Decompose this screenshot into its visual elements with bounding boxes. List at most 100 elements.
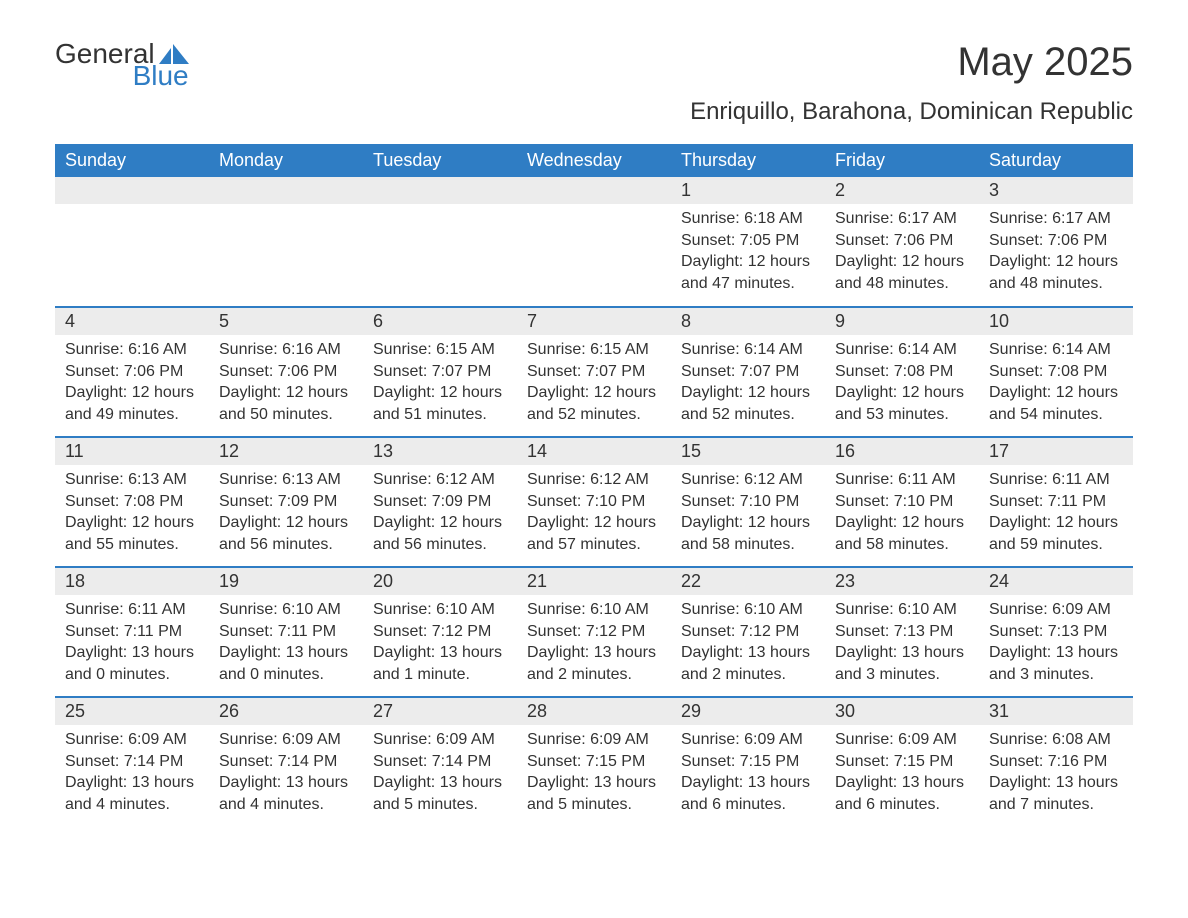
- daylight-line: Daylight: 12 hours and 56 minutes.: [219, 512, 353, 555]
- day-data: Sunrise: 6:18 AMSunset: 7:05 PMDaylight:…: [671, 204, 825, 304]
- calendar-table: SundayMondayTuesdayWednesdayThursdayFrid…: [55, 144, 1133, 827]
- day-number: 18: [55, 568, 209, 595]
- sunset-value: 7:11 PM: [1048, 493, 1106, 510]
- day-data: Sunrise: 6:08 AMSunset: 7:16 PMDaylight:…: [979, 725, 1133, 825]
- sunrise-value: 6:15 AM: [590, 341, 649, 358]
- daylight-label: Daylight:: [219, 514, 281, 531]
- sunrise-label: Sunrise:: [989, 341, 1048, 358]
- day-number: 12: [209, 438, 363, 465]
- day-number: 10: [979, 308, 1133, 335]
- day-number: 14: [517, 438, 671, 465]
- daylight-label: Daylight:: [989, 384, 1051, 401]
- sunrise-label: Sunrise:: [527, 601, 586, 618]
- calendar-cell: 29Sunrise: 6:09 AMSunset: 7:15 PMDayligh…: [671, 697, 825, 827]
- daylight-label: Daylight:: [65, 384, 127, 401]
- daylight-line: Daylight: 13 hours and 3 minutes.: [835, 642, 969, 685]
- weekday-header: Monday: [209, 144, 363, 177]
- sunrise-line: Sunrise: 6:15 AM: [527, 339, 661, 361]
- day-number: 30: [825, 698, 979, 725]
- sunset-label: Sunset:: [373, 623, 427, 640]
- sunset-line: Sunset: 7:08 PM: [835, 361, 969, 383]
- calendar-cell: 31Sunrise: 6:08 AMSunset: 7:16 PMDayligh…: [979, 697, 1133, 827]
- sunset-line: Sunset: 7:12 PM: [527, 621, 661, 643]
- sunrise-value: 6:14 AM: [1052, 341, 1111, 358]
- sunset-label: Sunset:: [835, 363, 889, 380]
- page-title: May 2025: [957, 40, 1133, 85]
- sunrise-label: Sunrise:: [681, 731, 740, 748]
- sunrise-line: Sunrise: 6:11 AM: [989, 469, 1123, 491]
- day-number: 23: [825, 568, 979, 595]
- sunrise-label: Sunrise:: [373, 471, 432, 488]
- day-number: 29: [671, 698, 825, 725]
- daylight-label: Daylight:: [527, 644, 589, 661]
- day-data: Sunrise: 6:10 AMSunset: 7:12 PMDaylight:…: [363, 595, 517, 695]
- sunset-line: Sunset: 7:14 PM: [65, 751, 199, 773]
- day-data: Sunrise: 6:09 AMSunset: 7:15 PMDaylight:…: [517, 725, 671, 825]
- sunrise-value: 6:16 AM: [282, 341, 341, 358]
- calendar-cell: 17Sunrise: 6:11 AMSunset: 7:11 PMDayligh…: [979, 437, 1133, 567]
- weekday-header: Thursday: [671, 144, 825, 177]
- daylight-line: Daylight: 12 hours and 58 minutes.: [835, 512, 969, 555]
- day-number: 9: [825, 308, 979, 335]
- sunrise-value: 6:17 AM: [1052, 210, 1111, 227]
- sunrise-label: Sunrise:: [681, 341, 740, 358]
- sunset-value: 7:15 PM: [894, 753, 954, 770]
- day-data: Sunrise: 6:15 AMSunset: 7:07 PMDaylight:…: [363, 335, 517, 435]
- sunset-label: Sunset:: [681, 232, 735, 249]
- sunrise-line: Sunrise: 6:17 AM: [989, 208, 1123, 230]
- sunset-line: Sunset: 7:11 PM: [989, 491, 1123, 513]
- daylight-line: Daylight: 12 hours and 53 minutes.: [835, 382, 969, 425]
- sunset-value: 7:07 PM: [586, 363, 646, 380]
- sunset-value: 7:08 PM: [1048, 363, 1108, 380]
- sunset-line: Sunset: 7:14 PM: [219, 751, 353, 773]
- daylight-line: Daylight: 12 hours and 59 minutes.: [989, 512, 1123, 555]
- sunset-value: 7:09 PM: [278, 493, 338, 510]
- daylight-label: Daylight:: [65, 774, 127, 791]
- sunset-label: Sunset:: [835, 493, 889, 510]
- sunrise-value: 6:17 AM: [898, 210, 957, 227]
- sunrise-line: Sunrise: 6:11 AM: [65, 599, 199, 621]
- weekday-header-row: SundayMondayTuesdayWednesdayThursdayFrid…: [55, 144, 1133, 177]
- sunrise-label: Sunrise:: [373, 341, 432, 358]
- calendar-cell: 14Sunrise: 6:12 AMSunset: 7:10 PMDayligh…: [517, 437, 671, 567]
- sunset-label: Sunset:: [219, 363, 273, 380]
- weekday-header: Wednesday: [517, 144, 671, 177]
- daylight-line: Daylight: 12 hours and 56 minutes.: [373, 512, 507, 555]
- sunset-line: Sunset: 7:12 PM: [681, 621, 815, 643]
- day-data: Sunrise: 6:09 AMSunset: 7:15 PMDaylight:…: [825, 725, 979, 825]
- sunset-line: Sunset: 7:07 PM: [681, 361, 815, 383]
- calendar-cell: 5Sunrise: 6:16 AMSunset: 7:06 PMDaylight…: [209, 307, 363, 437]
- sunrise-line: Sunrise: 6:10 AM: [219, 599, 353, 621]
- sunset-value: 7:12 PM: [432, 623, 492, 640]
- sunset-label: Sunset:: [681, 753, 735, 770]
- sunset-label: Sunset:: [373, 363, 427, 380]
- sunset-label: Sunset:: [681, 363, 735, 380]
- sunset-value: 7:11 PM: [278, 623, 336, 640]
- calendar-cell: 7Sunrise: 6:15 AMSunset: 7:07 PMDaylight…: [517, 307, 671, 437]
- daylight-line: Daylight: 13 hours and 0 minutes.: [65, 642, 199, 685]
- sunrise-line: Sunrise: 6:16 AM: [219, 339, 353, 361]
- sunset-value: 7:13 PM: [1048, 623, 1108, 640]
- daylight-line: Daylight: 13 hours and 4 minutes.: [219, 772, 353, 815]
- sunset-line: Sunset: 7:15 PM: [835, 751, 969, 773]
- sunset-label: Sunset:: [835, 623, 889, 640]
- sunrise-value: 6:10 AM: [436, 601, 495, 618]
- sunset-value: 7:07 PM: [432, 363, 492, 380]
- sunset-value: 7:14 PM: [124, 753, 184, 770]
- day-number: 21: [517, 568, 671, 595]
- calendar-cell: 6Sunrise: 6:15 AMSunset: 7:07 PMDaylight…: [363, 307, 517, 437]
- daylight-label: Daylight:: [681, 514, 743, 531]
- daylight-line: Daylight: 13 hours and 2 minutes.: [681, 642, 815, 685]
- calendar-cell: 22Sunrise: 6:10 AMSunset: 7:12 PMDayligh…: [671, 567, 825, 697]
- sunset-value: 7:10 PM: [586, 493, 646, 510]
- sunset-label: Sunset:: [989, 493, 1043, 510]
- day-number: [517, 177, 671, 204]
- sunrise-label: Sunrise:: [989, 210, 1048, 227]
- sunset-line: Sunset: 7:10 PM: [527, 491, 661, 513]
- daylight-label: Daylight:: [681, 644, 743, 661]
- calendar-cell: 4Sunrise: 6:16 AMSunset: 7:06 PMDaylight…: [55, 307, 209, 437]
- daylight-line: Daylight: 12 hours and 48 minutes.: [989, 251, 1123, 294]
- sunset-label: Sunset:: [219, 493, 273, 510]
- sunset-value: 7:10 PM: [740, 493, 800, 510]
- day-data: Sunrise: 6:12 AMSunset: 7:10 PMDaylight:…: [671, 465, 825, 565]
